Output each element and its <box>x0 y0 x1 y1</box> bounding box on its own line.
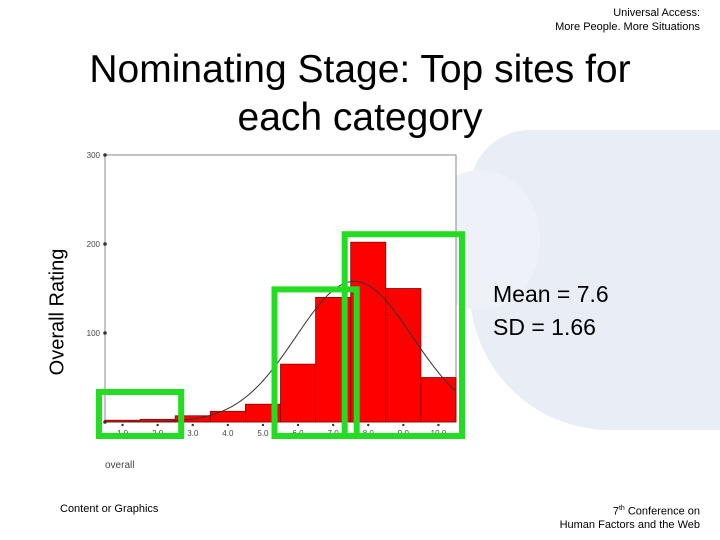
footer-ordinal: 7 <box>612 505 619 518</box>
slide-title: Nominating Stage: Top sites for each cat… <box>40 46 680 142</box>
x-tick-dot <box>296 423 300 427</box>
footer-left: Content or Graphics <box>60 503 159 515</box>
stats-box: Mean = 7.6 SD = 1.66 <box>493 278 609 344</box>
x-tick-dot <box>331 423 335 427</box>
x-tick-dot <box>437 423 440 427</box>
highlight-box <box>96 389 185 439</box>
y-tick-dot <box>103 242 107 246</box>
y-tick-label: 200 <box>87 240 101 249</box>
footer-ordinal-suffix: th <box>618 505 625 512</box>
x-axis-title: overall <box>105 460 134 471</box>
normal-curve-line <box>104 280 457 423</box>
title-line-1: Nominating Stage: Top sites for <box>89 48 631 91</box>
footer-right-line-2: Human Factors and the Web <box>559 518 700 531</box>
header-note: Universal Access: More People. More Situ… <box>555 6 700 34</box>
histogram-bar <box>420 377 457 423</box>
y-tick-dot <box>103 153 107 157</box>
x-tick-dot <box>367 423 370 427</box>
footer-right-line-1: 7th Conference on <box>560 502 700 519</box>
highlight-box <box>341 231 466 439</box>
footer-conference: Conference on <box>624 505 700 518</box>
x-tick-dot <box>226 423 230 427</box>
x-tick-dot <box>156 423 159 427</box>
x-tick-dot <box>261 423 265 427</box>
mean-text: Mean = 7.6 <box>493 281 609 307</box>
y-tick-dot <box>103 331 107 335</box>
x-tick-label: 5.0 <box>257 429 269 438</box>
x-tick-label: 3.0 <box>187 429 199 438</box>
title-line-2: each category <box>237 96 483 139</box>
x-tick-label: 4.0 <box>222 429 234 438</box>
sd-text: SD = 1.66 <box>493 314 596 340</box>
histogram-bar <box>280 363 316 423</box>
header-line-1: Universal Access: <box>613 7 700 19</box>
highlight-box <box>271 286 360 439</box>
y-tick-label: 300 <box>87 151 101 160</box>
y-tick-label: 100 <box>87 329 101 338</box>
x-tick-dot <box>121 423 124 427</box>
header-line-2: More People. More Situations <box>555 21 700 33</box>
histogram-bar <box>209 410 246 423</box>
x-tick-dot <box>402 423 405 427</box>
footer-right: 7th Conference on Human Factors and the … <box>560 502 700 532</box>
histogram-bar <box>385 288 422 423</box>
x-tick-dot <box>191 423 194 427</box>
